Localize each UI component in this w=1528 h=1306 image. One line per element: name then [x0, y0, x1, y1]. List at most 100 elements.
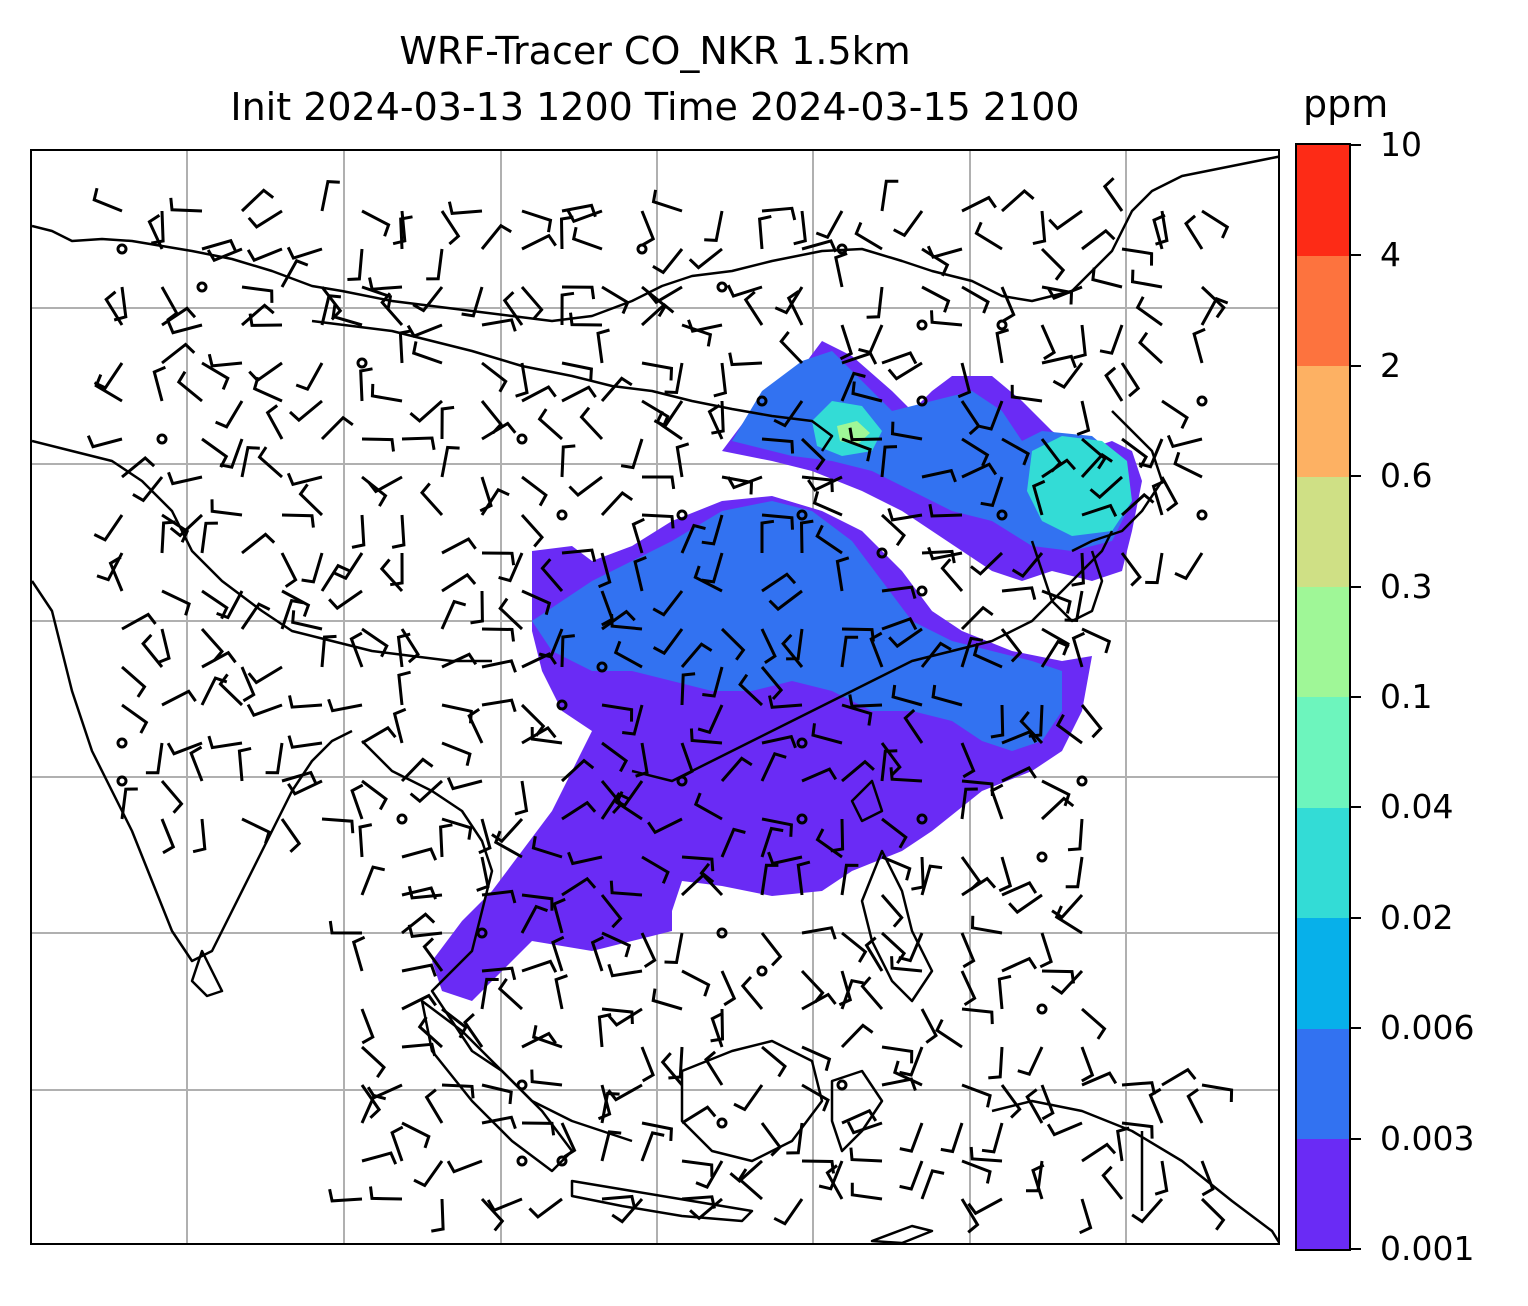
wind-barb — [286, 472, 323, 487]
wind-barb — [631, 517, 645, 554]
calm-wind-marker — [996, 509, 1008, 521]
wind-barb — [961, 437, 990, 467]
wind-barb — [998, 856, 1013, 893]
wind-barb — [840, 635, 859, 668]
wind-barb — [247, 209, 283, 229]
wind-barb — [815, 524, 843, 555]
wind-barb — [601, 609, 636, 631]
wind-barb — [990, 704, 1005, 739]
wind-barb — [288, 695, 323, 709]
colorbar-segment — [1297, 917, 1349, 1029]
wind-barb — [361, 475, 388, 507]
wind-barb — [479, 476, 493, 513]
wind-barb — [1102, 177, 1124, 212]
wind-barb — [860, 976, 884, 1010]
wind-barb — [1051, 893, 1084, 920]
chart-title-line1: WRF-Tracer CO_NKR 1.5km — [399, 29, 911, 73]
wind-barb — [597, 1012, 612, 1048]
wind-barb — [981, 1122, 1004, 1154]
wind-barb — [801, 1083, 830, 1112]
wind-barb — [1145, 552, 1164, 585]
wind-barb — [1001, 586, 1037, 600]
wind-barb — [760, 863, 779, 896]
wind-barb — [400, 628, 420, 664]
wind-barb — [248, 361, 283, 383]
wind-barb — [801, 1045, 832, 1072]
wind-barb — [969, 551, 1004, 576]
wind-barb — [481, 889, 517, 904]
colorbar-tick — [1351, 254, 1361, 257]
wind-barb — [811, 723, 843, 745]
calm-wind-marker — [676, 775, 688, 787]
wind-barb — [1160, 476, 1179, 512]
wind-barb — [463, 1012, 484, 1048]
wind-barb — [760, 666, 784, 701]
wind-barb — [1025, 1088, 1044, 1124]
wind-barb — [1001, 956, 1038, 973]
wind-barb — [360, 1084, 382, 1119]
wind-barb — [799, 519, 814, 554]
border-china-west — [32, 439, 492, 663]
coastlines — [32, 155, 1278, 1243]
wind-barb — [1000, 628, 1023, 663]
wind-barb — [846, 1121, 883, 1135]
wind-barb — [1052, 362, 1084, 389]
calm-wind-marker — [516, 1155, 528, 1167]
wind-barb — [600, 1091, 620, 1124]
wind-barb — [480, 1197, 505, 1232]
wind-barb — [1031, 1163, 1045, 1200]
wind-barb — [614, 790, 643, 821]
wind-barb — [641, 1121, 673, 1141]
wind-barb — [613, 640, 643, 669]
wind-barb — [441, 741, 472, 767]
wind-barb — [280, 818, 302, 853]
wind-barb — [424, 1088, 444, 1124]
wind-barb — [240, 666, 256, 703]
wind-barb — [320, 415, 354, 441]
wind-barb — [380, 292, 404, 326]
wind-barb — [640, 1131, 665, 1162]
wind-barb — [1017, 1046, 1044, 1077]
wind-barb — [301, 552, 324, 584]
wind-barb — [481, 659, 517, 673]
wind-barb — [265, 742, 284, 775]
wind-barb — [930, 310, 963, 327]
wind-barb — [720, 970, 737, 1007]
wind-barb — [899, 1122, 924, 1153]
wind-barb — [93, 362, 124, 390]
wind-barb — [926, 245, 963, 259]
wind-barb — [1041, 627, 1070, 656]
wind-barb — [786, 628, 804, 661]
colorbar-tick — [1351, 585, 1361, 588]
coastline-timor — [870, 1224, 934, 1243]
wind-barb — [704, 210, 724, 242]
wind-barb — [1081, 1007, 1107, 1040]
wind-barb — [1184, 214, 1204, 250]
wind-barb — [609, 880, 643, 897]
wind-barb — [786, 1122, 804, 1155]
calm-wind-marker — [556, 509, 568, 521]
wind-barb — [640, 210, 656, 247]
wind-barb — [890, 956, 923, 973]
wind-barb — [681, 1159, 714, 1177]
wind-barb — [687, 319, 723, 333]
wind-barb — [1073, 324, 1087, 360]
wind-barb — [481, 698, 517, 713]
wind-barb — [569, 312, 603, 327]
wind-barb — [1201, 1083, 1234, 1103]
wind-barb — [693, 792, 723, 821]
wind-barb — [347, 248, 364, 281]
wind-barb — [407, 885, 443, 900]
wind-barb — [801, 475, 834, 493]
wind-barb — [189, 745, 204, 782]
wind-barb — [995, 328, 1010, 364]
wind-barb — [1099, 324, 1124, 355]
wind-barb — [702, 666, 724, 698]
wind-barb — [815, 828, 843, 859]
wind-barb — [320, 634, 337, 668]
wind-barb — [680, 523, 706, 554]
wind-barb — [439, 823, 453, 858]
border-mongolia — [311, 319, 834, 452]
wind-barb — [540, 558, 564, 592]
wind-barb — [521, 652, 557, 669]
